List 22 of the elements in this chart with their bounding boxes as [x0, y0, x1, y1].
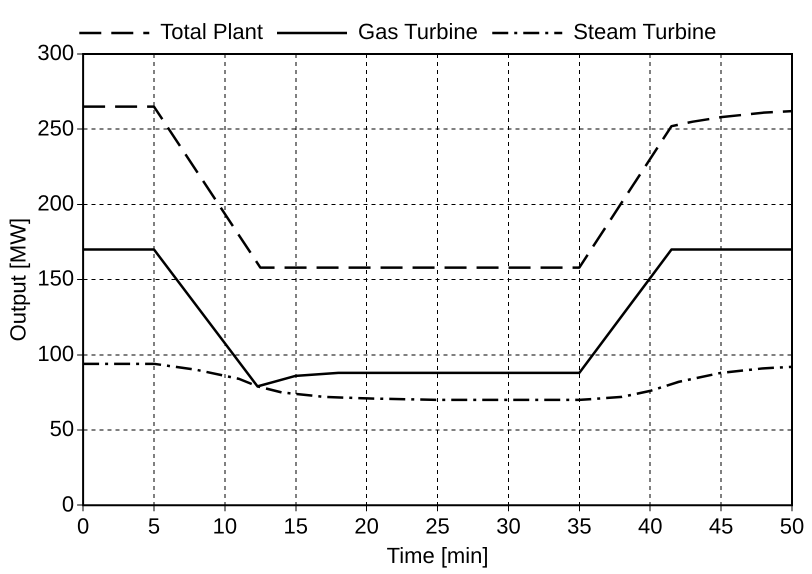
y-tick-label: 0 — [62, 491, 74, 516]
x-tick-label: 15 — [284, 513, 308, 538]
x-axis-title: Time [min] — [386, 542, 488, 568]
x-tick-label: 50 — [780, 513, 804, 538]
x-tick-label: 5 — [148, 513, 160, 538]
legend-label: Steam Turbine — [573, 19, 716, 44]
x-tick-label: 20 — [354, 513, 379, 538]
x-tick-label: 25 — [425, 513, 450, 538]
x-tick-label: 45 — [708, 513, 734, 538]
x-tick-label: 40 — [638, 513, 662, 538]
x-tick-label: 10 — [212, 513, 238, 538]
y-tick-label: 150 — [37, 266, 74, 291]
legend-label: Gas Turbine — [358, 19, 478, 44]
y-tick-label: 250 — [37, 115, 74, 140]
y-tick-label: 300 — [37, 40, 74, 66]
y-tick-label: 200 — [37, 190, 74, 216]
legend-label: Total Plant — [160, 19, 264, 44]
y-tick-label: 50 — [50, 416, 74, 442]
y-axis-title: Output [MW] — [5, 218, 30, 342]
y-tick-label: 100 — [37, 340, 74, 366]
x-tick-label: 35 — [567, 513, 592, 538]
x-tick-label: 30 — [496, 513, 521, 538]
